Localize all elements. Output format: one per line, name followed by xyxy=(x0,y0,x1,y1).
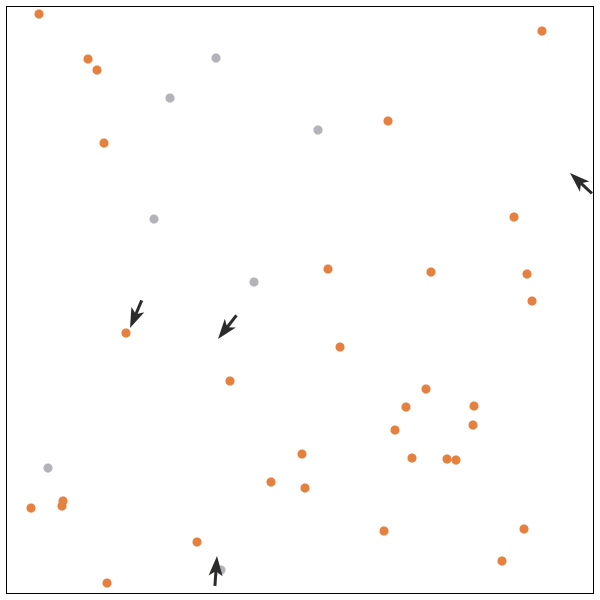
active-item-dot xyxy=(468,420,478,430)
active-item-dot xyxy=(121,328,131,338)
active-item-dot xyxy=(426,267,436,277)
active-item-dot xyxy=(527,296,537,306)
active-item-dot xyxy=(225,376,235,386)
active-item-dot xyxy=(407,453,417,463)
active-item-dot xyxy=(323,264,333,274)
active-item-dot xyxy=(442,454,452,464)
arrow-icon xyxy=(218,314,238,339)
active-item-dot xyxy=(266,477,276,487)
active-item-dot xyxy=(92,65,102,75)
active-item-dot xyxy=(469,401,479,411)
active-item-dot xyxy=(383,116,393,126)
inactive-item-dot xyxy=(43,463,53,473)
active-item-dot xyxy=(497,556,507,566)
active-item-dot xyxy=(421,384,431,394)
inactive-item-dot xyxy=(149,214,159,224)
game-arena xyxy=(6,6,594,594)
active-item-dot xyxy=(83,54,93,64)
active-item-dot xyxy=(335,342,345,352)
inactive-item-dot xyxy=(165,93,175,103)
arrow-shaft xyxy=(134,299,144,315)
active-item-dot xyxy=(34,9,44,19)
active-item-dot xyxy=(519,524,529,534)
active-item-dot xyxy=(297,449,307,459)
active-item-dot xyxy=(537,26,547,36)
inactive-item-dot xyxy=(313,125,323,135)
active-item-dot xyxy=(57,501,67,511)
arrow-icon xyxy=(208,556,223,587)
active-item-dot xyxy=(26,503,36,513)
arrow-shaft xyxy=(213,570,218,587)
active-item-dot xyxy=(451,455,461,465)
arrow-shaft xyxy=(579,182,593,195)
arrow-shaft xyxy=(226,314,238,329)
active-item-dot xyxy=(379,526,389,536)
active-item-dot xyxy=(522,269,532,279)
inactive-item-dot xyxy=(249,277,259,287)
arrow-icon xyxy=(130,299,145,328)
arrow-head xyxy=(208,556,223,577)
arrow-head xyxy=(130,306,145,328)
active-item-dot xyxy=(509,212,519,222)
active-item-dot xyxy=(300,483,310,493)
active-item-dot xyxy=(99,138,109,148)
active-item-dot xyxy=(390,425,400,435)
active-item-dot xyxy=(401,402,411,412)
inactive-item-dot xyxy=(211,53,221,63)
arrow-head xyxy=(570,173,590,192)
active-item-dot xyxy=(102,578,112,588)
arrow-head xyxy=(218,318,236,339)
arrow-icon xyxy=(570,173,593,195)
active-item-dot xyxy=(192,537,202,547)
